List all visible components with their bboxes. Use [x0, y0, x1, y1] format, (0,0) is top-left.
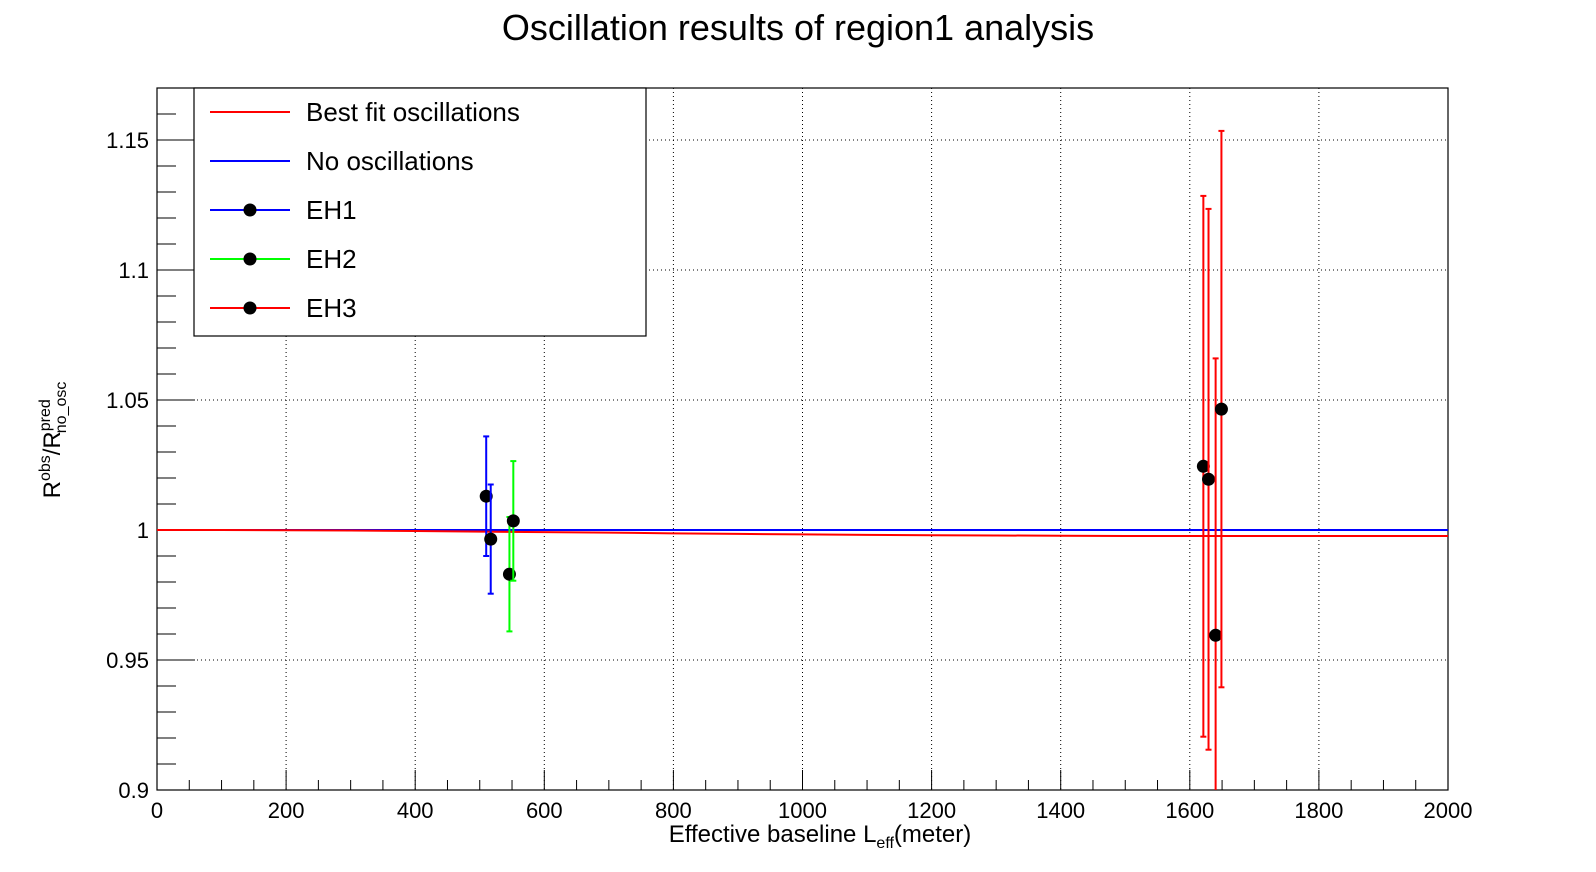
legend-marker [243, 252, 257, 266]
data-point-eh1 [479, 489, 493, 503]
legend-box [193, 87, 647, 337]
legend: Best fit oscillations No oscillations EH1 E… [193, 87, 647, 337]
x-tick-label: 400 [397, 798, 434, 823]
curves [157, 529, 1448, 537]
data-points [479, 129, 1228, 790]
x-tick-labels: 0 200 400 600 800 1000 1200 1400 1600 1800 2000 [151, 798, 1473, 823]
y-tick-label: 1.15 [106, 128, 149, 153]
y-tick-label: 1 [137, 518, 149, 543]
y-tick-label: 1.1 [118, 258, 149, 283]
legend-label: No oscillations [306, 146, 474, 176]
x-tick-label: 1400 [1036, 798, 1085, 823]
y-tick-label: 0.9 [118, 778, 149, 803]
x-tick-label: 0 [151, 798, 163, 823]
x-tick-label: 1000 [778, 798, 827, 823]
axis-ticks [156, 87, 1449, 791]
y-tick-label: 0.95 [106, 648, 149, 673]
x-tick-label: 1800 [1294, 798, 1343, 823]
y-axis-label: Robs/Rpredno_osc [37, 382, 70, 499]
x-tick-label: 800 [655, 798, 692, 823]
chart-title: Oscillation results of region1 analysis [502, 7, 1094, 48]
data-point-eh1 [484, 532, 498, 546]
y-tick-labels: 0.9 0.95 1 1.05 1.1 1.15 [106, 128, 149, 803]
x-tick-label: 1600 [1165, 798, 1214, 823]
x-axis-label: Effective baseline Leff(meter) [669, 821, 972, 852]
x-tick-label: 1200 [907, 798, 956, 823]
legend-label: EH1 [306, 195, 357, 225]
x-tick-label: 200 [268, 798, 305, 823]
data-point-eh3 [1202, 472, 1216, 486]
legend-marker [243, 301, 257, 315]
data-point-eh3 [1214, 402, 1228, 416]
data-point-eh3 [1196, 459, 1210, 473]
y-tick-label: 1.05 [106, 388, 149, 413]
legend-marker [243, 203, 257, 217]
data-point-eh3 [1209, 628, 1223, 642]
data-point-eh2 [506, 514, 520, 528]
legend-label: EH3 [306, 293, 357, 323]
x-tick-label: 2000 [1424, 798, 1473, 823]
curve-best-fit-oscillations [157, 529, 1448, 537]
legend-label: Best fit oscillations [306, 97, 520, 127]
x-tick-label: 600 [526, 798, 563, 823]
legend-label: EH2 [306, 244, 357, 274]
